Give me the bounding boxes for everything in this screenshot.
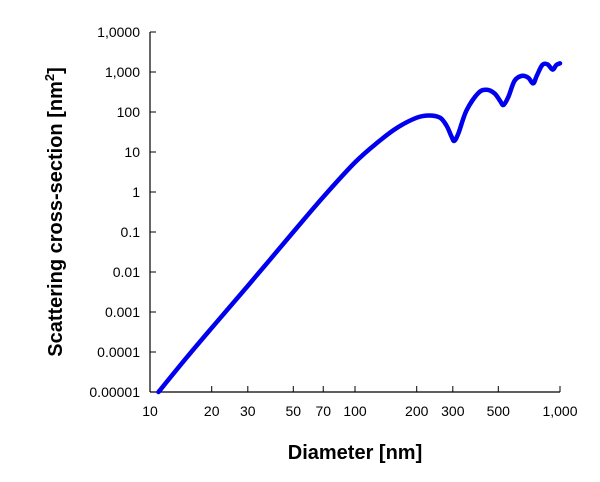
- y-tick-label: 0.001: [105, 304, 140, 320]
- y-ticks: 0.00001 0.0001 0.001 0.01 0.1 1 10 100 1,000 1,00…: [89, 24, 156, 400]
- x-tick-label: 70: [315, 403, 331, 419]
- y-tick-label: 100: [117, 104, 141, 120]
- x-tick-label: 1,000: [542, 403, 577, 419]
- y-axis-title-main: Scattering cross-section [nm: [45, 81, 67, 357]
- x-tick-label: 300: [441, 403, 465, 419]
- x-tick-label: 500: [487, 403, 511, 419]
- y-tick-label: 10: [124, 144, 140, 160]
- x-tick-label: 200: [405, 403, 429, 419]
- y-axis-title: Scattering cross-section [nm2]: [42, 67, 67, 357]
- y-tick-label: 1,0000: [97, 24, 140, 40]
- x-tick-label: 100: [343, 403, 367, 419]
- series-layer: [156, 61, 563, 395]
- y-axis-title-superscript: 2: [42, 74, 57, 81]
- x-tick-label: 50: [285, 403, 301, 419]
- series-line: [156, 61, 563, 395]
- x-tick-label: 10: [142, 403, 158, 419]
- y-tick-label: 0.1: [121, 224, 141, 240]
- x-tick-label: 30: [240, 403, 256, 419]
- y-tick-label: 0.01: [113, 264, 140, 280]
- y-tick-label: 0.0001: [97, 344, 140, 360]
- plot-frame: [149, 32, 560, 393]
- y-tick-label: 0.00001: [89, 384, 140, 400]
- x-ticks: 10 20 30 50 70 100 200 300 500 1,000: [142, 386, 578, 419]
- x-axis-title: Diameter [nm]: [288, 442, 422, 464]
- y-tick-label: 1,000: [105, 64, 140, 80]
- x-tick-label: 20: [204, 403, 220, 419]
- y-axis-title-end: ]: [45, 67, 67, 74]
- y-tick-label: 1: [132, 184, 140, 200]
